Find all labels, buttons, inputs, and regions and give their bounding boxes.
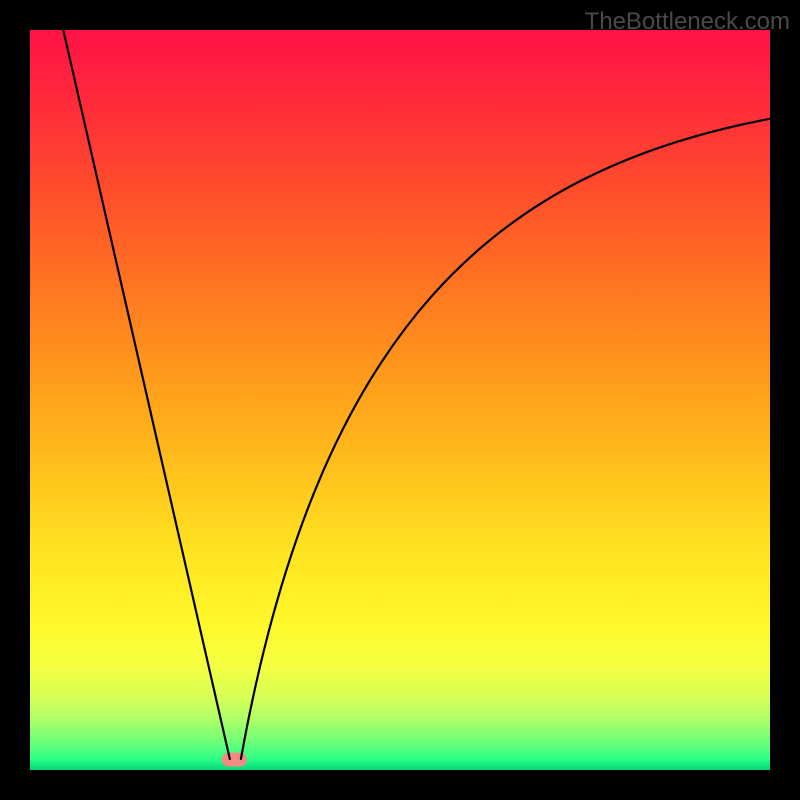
gradient-background [30, 30, 770, 770]
notch-marker [222, 753, 247, 767]
chart-svg [30, 30, 770, 770]
plot-area [30, 30, 770, 770]
outer-frame: TheBottleneck.com [0, 0, 800, 800]
